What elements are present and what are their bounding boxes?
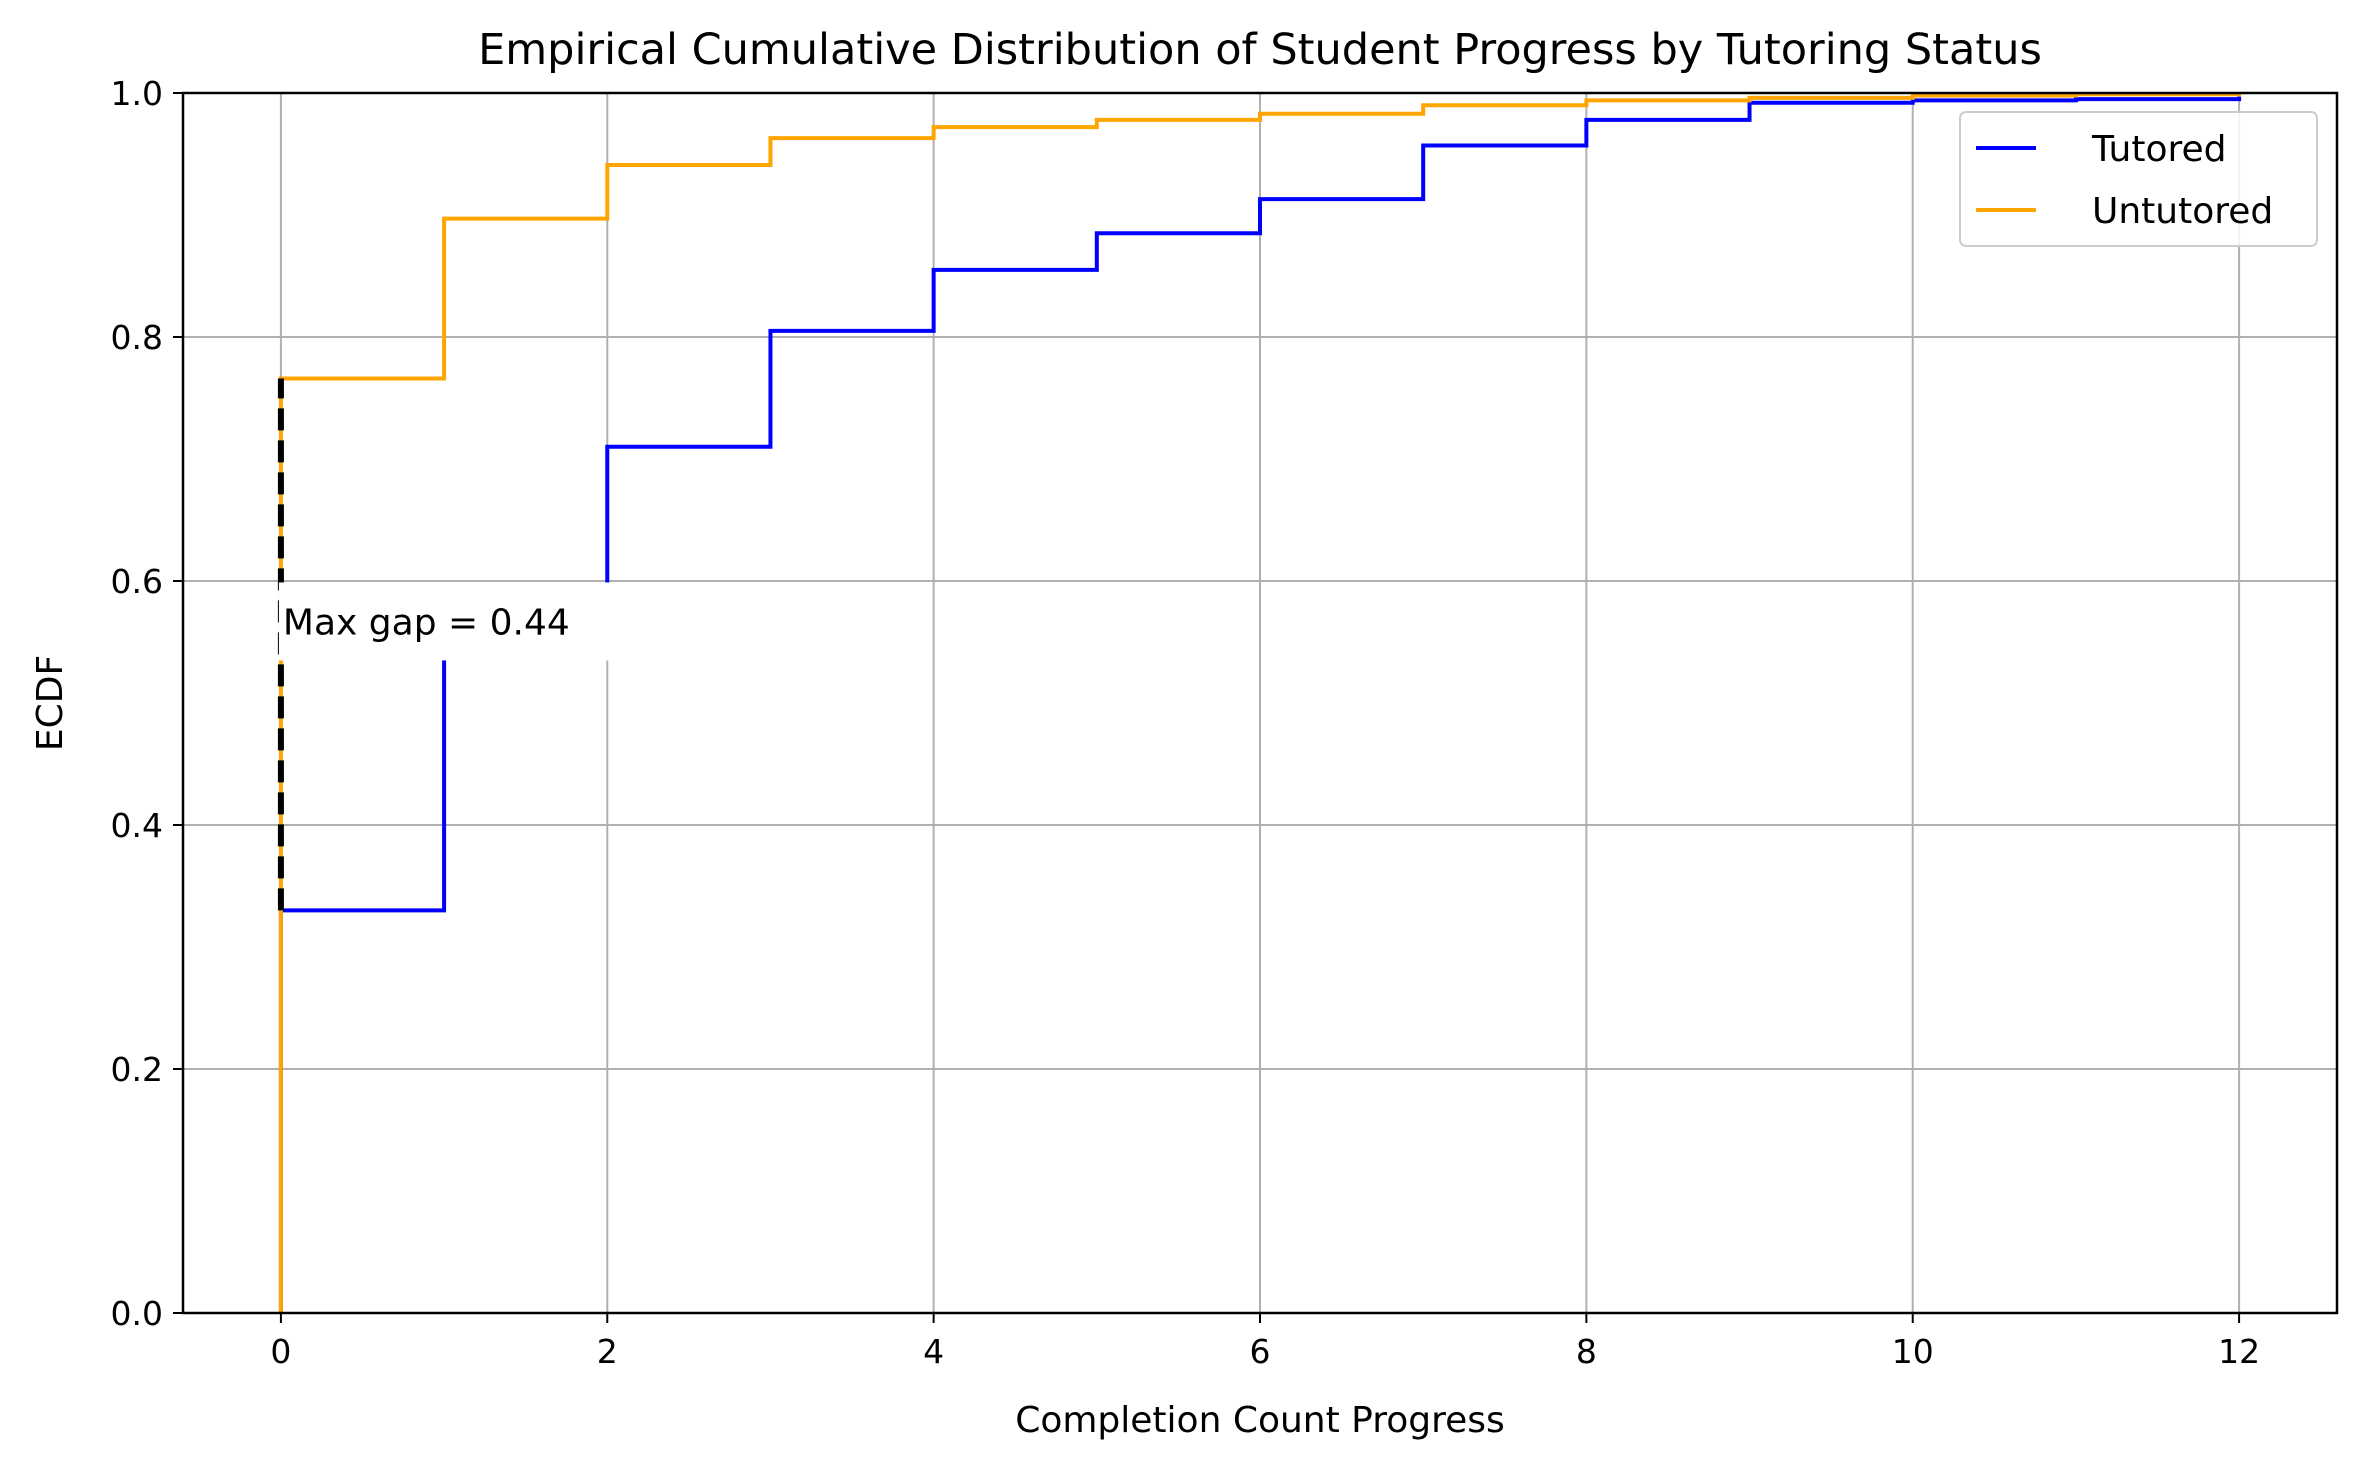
- y-tick-label: 1.0: [111, 74, 163, 113]
- y-axis-label: ECDF: [30, 655, 71, 751]
- legend-box: [1959, 111, 2318, 247]
- legend-label-tutored: Tutored: [2091, 129, 2227, 170]
- x-axis-label: Completion Count Progress: [1015, 1400, 1505, 1441]
- x-tick-label: 0: [270, 1332, 291, 1371]
- annotation-label: Max gap = 0.44: [283, 602, 570, 643]
- x-tick-label: 2: [597, 1332, 618, 1371]
- x-tick-label: 4: [923, 1332, 944, 1371]
- max-gap-annotation: Max gap = 0.44: [277, 378, 619, 911]
- x-tick-label: 8: [1576, 1332, 1597, 1371]
- y-tick-label: 0.0: [111, 1294, 163, 1333]
- series-line-tutored: [278, 96, 2242, 1313]
- y-tick-label: 0.8: [111, 318, 163, 357]
- axis-ticks: 0 2 4 6 8 10 12 0.0 0.2 0.4 0.6 0.8 1.0: [111, 74, 2261, 1371]
- x-tick-label: 10: [1892, 1332, 1934, 1371]
- series-lines: [278, 92, 2242, 1313]
- y-tick-label: 0.6: [111, 562, 163, 601]
- legend-label-untutored: Untutored: [2092, 191, 2273, 232]
- y-tick-label: 0.4: [111, 806, 163, 845]
- annotation-background: [278, 582, 619, 661]
- x-tick-label: 12: [2218, 1332, 2260, 1371]
- series-line-untutored: [278, 92, 2242, 1313]
- x-tick-label: 6: [1250, 1332, 1271, 1371]
- legend: Tutored Untutored: [1959, 111, 2318, 247]
- chart-title: Empirical Cumulative Distribution of Stu…: [478, 25, 2042, 75]
- y-tick-label: 0.2: [111, 1050, 163, 1089]
